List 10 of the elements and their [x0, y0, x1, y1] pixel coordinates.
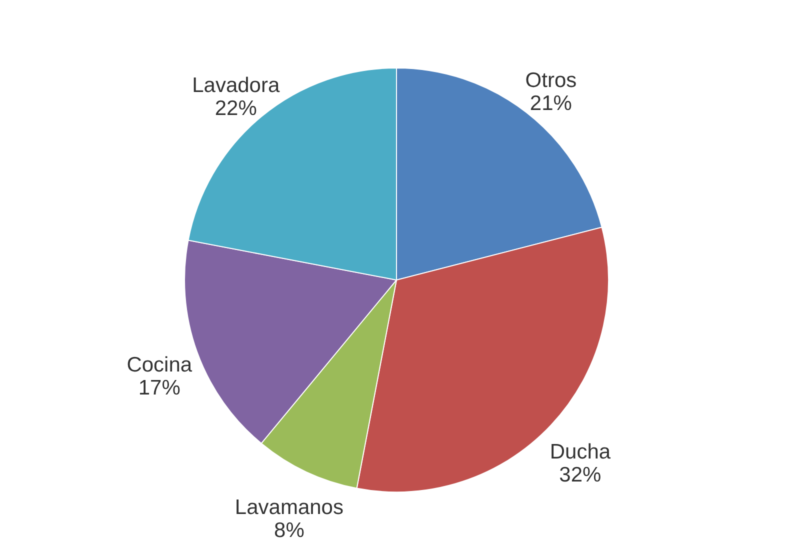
slice-label: Lavamanos [234, 496, 344, 520]
data-label: 32% [559, 464, 602, 487]
slice-label: Otros [525, 68, 577, 92]
data-label: 17% [138, 376, 180, 400]
data-label: 8% [274, 519, 304, 542]
data-label: 21% [530, 92, 572, 115]
slice-label: Ducha [550, 440, 611, 464]
data-label: 22% [214, 96, 257, 120]
slice-label: Cocina [126, 353, 192, 376]
slice-label: Lavadora [192, 74, 280, 97]
